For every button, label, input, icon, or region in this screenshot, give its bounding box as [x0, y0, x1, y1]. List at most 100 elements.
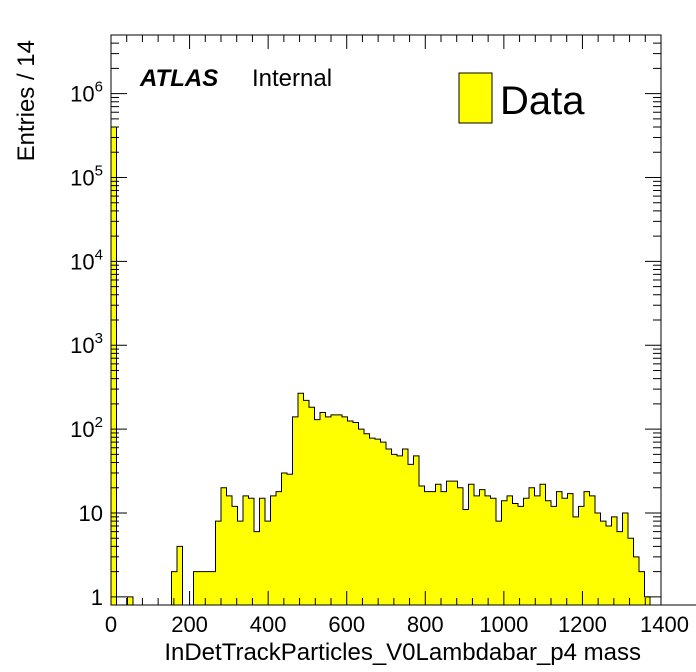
- histogram-bin: [243, 495, 249, 605]
- histogram-bin: [303, 400, 309, 605]
- histogram-bin: [540, 484, 546, 605]
- x-axis-ticks: [110, 35, 662, 605]
- y-tick-label: 1: [91, 585, 103, 610]
- x-tick-label: 1000: [479, 612, 528, 637]
- histogram-bin: [364, 433, 370, 605]
- histogram-bin: [270, 495, 276, 605]
- histogram-bin: [314, 419, 320, 605]
- histogram-bin: [276, 491, 282, 605]
- histogram-bin: [441, 491, 447, 605]
- histogram-bin: [567, 493, 573, 605]
- histogram-bin: [237, 521, 243, 605]
- histogram-bin: [501, 500, 507, 605]
- y-axis-label: Entries / 14: [13, 40, 40, 161]
- histogram-bin: [287, 474, 293, 605]
- y-tick-label: 104: [70, 246, 103, 274]
- histogram-bin: [325, 416, 331, 605]
- histogram-bin: [529, 487, 535, 605]
- histogram-bin: [545, 500, 551, 605]
- atlas-label-internal: Internal: [252, 65, 332, 92]
- x-tick-labels: 0 200 400 600 800 1000 1200 1400: [105, 612, 689, 637]
- histogram-bin: [534, 495, 540, 605]
- histogram-bin: [452, 481, 458, 605]
- histogram-bin: [479, 489, 485, 605]
- histogram-bin: [562, 498, 568, 605]
- histogram-bin: [375, 439, 381, 605]
- y-tick-labels: 1 10 102 103 104 105 106: [70, 79, 103, 610]
- histogram-bin: [463, 509, 469, 605]
- histogram-bin: [446, 481, 452, 605]
- atlas-label-bold: ATLAS: [139, 65, 218, 92]
- histogram-bin: [265, 521, 271, 605]
- histogram-bin: [600, 521, 606, 605]
- histogram-bin: [589, 495, 595, 605]
- histogram-bin: [127, 596, 133, 605]
- histogram-bin: [468, 484, 474, 605]
- histogram-bin: [380, 442, 386, 605]
- histogram-bin: [622, 512, 628, 605]
- histogram-bin: [485, 495, 491, 605]
- histogram-bin: [584, 491, 590, 605]
- histogram-bin: [419, 485, 425, 605]
- atlas-label: ATLAS Internal: [139, 65, 332, 92]
- histogram-bin: [248, 498, 254, 605]
- legend: Data: [458, 72, 585, 124]
- y-tick-label: 102: [70, 414, 103, 442]
- histogram-bin: [309, 407, 315, 605]
- histogram-bin: [408, 464, 414, 605]
- histogram-bin: [298, 393, 304, 605]
- histogram-bin: [226, 495, 232, 605]
- x-axis-label: InDetTrackParticles_V0Lambdabar_p4 mass: [164, 639, 641, 666]
- y-tick-label: 105: [70, 163, 103, 191]
- histogram-bin: [320, 412, 326, 605]
- histogram-bin: [397, 455, 403, 605]
- histogram-bin: [551, 506, 557, 605]
- histogram-bin: [193, 571, 199, 605]
- x-tick-label: 0: [105, 612, 117, 637]
- histogram-bin: [496, 521, 502, 605]
- histogram-bin: [259, 498, 265, 605]
- histogram-bin: [199, 571, 205, 605]
- histogram-bin: [347, 420, 353, 605]
- histogram-bin: [512, 503, 518, 605]
- x-tick-label: 600: [328, 612, 365, 637]
- x-tick-label: 800: [407, 612, 444, 637]
- histogram-bin: [523, 498, 529, 605]
- histogram-bin: [221, 487, 227, 605]
- y-axis-ticks: [111, 34, 661, 598]
- histogram-bin: [518, 506, 524, 605]
- histogram-bin: [430, 491, 436, 605]
- legend-label: Data: [500, 79, 585, 123]
- histogram-bin: [358, 429, 364, 605]
- histogram-bin: [490, 498, 496, 605]
- histogram-bin: [424, 491, 430, 605]
- x-tick-label: 400: [250, 612, 287, 637]
- histogram-bin: [633, 556, 639, 605]
- histogram-bin: [507, 495, 513, 605]
- histogram-bars: [110, 126, 696, 606]
- histogram-bin: [281, 472, 287, 605]
- histogram-bin: [254, 531, 260, 605]
- histogram-bin: [331, 414, 337, 605]
- histogram-bin: [573, 516, 579, 605]
- histogram-bin: [292, 416, 298, 605]
- histogram-bin: [171, 571, 177, 605]
- histogram-bin: [435, 484, 441, 605]
- histogram-bin: [386, 448, 392, 605]
- histogram-bin: [336, 414, 342, 605]
- y-tick-label: 10: [79, 501, 103, 526]
- x-tick-label: 1400: [640, 612, 689, 637]
- histogram-bin: [413, 455, 419, 605]
- histogram-bin: [391, 454, 397, 605]
- histogram-bin: [210, 571, 216, 605]
- histogram-bin: [595, 512, 601, 605]
- y-tick-label: 106: [70, 79, 103, 107]
- y-tick-label: 103: [70, 330, 103, 358]
- histogram-bin: [628, 538, 634, 605]
- histogram-bin: [342, 416, 348, 605]
- histogram-bin: [369, 438, 375, 605]
- histogram-bin: [617, 531, 623, 605]
- histogram-bin: [474, 495, 480, 605]
- histogram-bin: [215, 521, 221, 605]
